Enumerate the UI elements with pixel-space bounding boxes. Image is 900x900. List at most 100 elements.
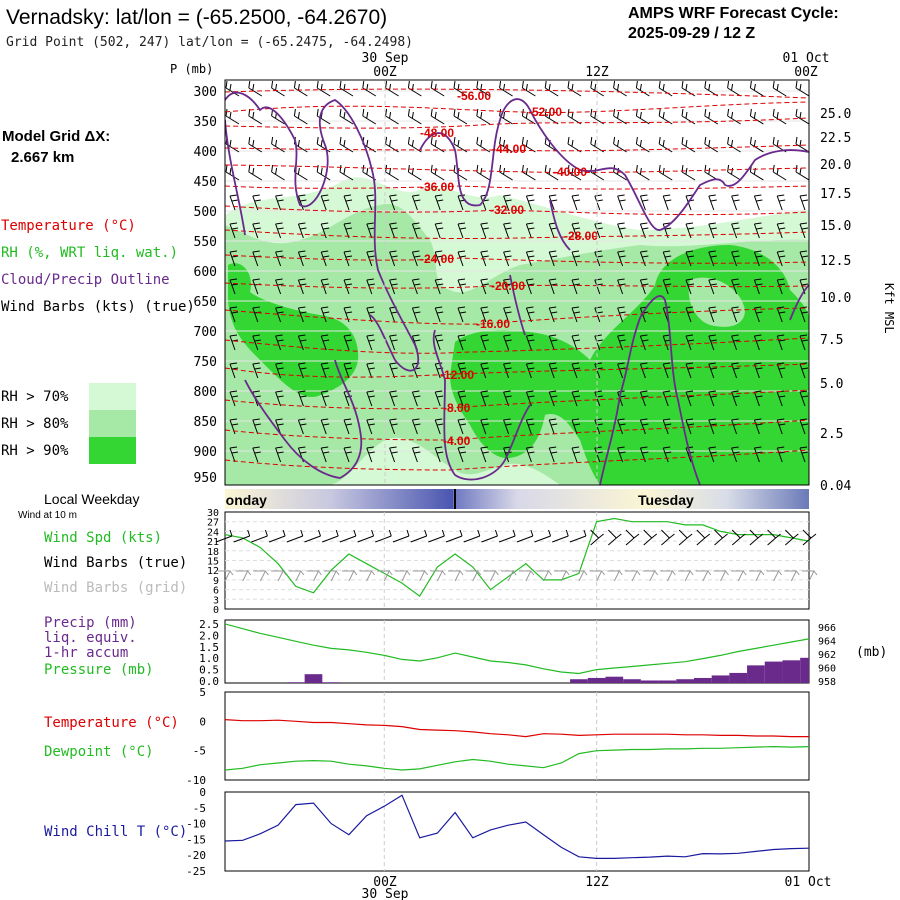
wind-barb [731,529,746,546]
xs-wind-barb [339,80,354,97]
xs-wind-barb [503,306,512,323]
weekday-bar [225,489,809,509]
precip-bar [782,660,801,683]
isotherm-label: -8.00 [443,401,471,415]
xs-wind-barb [681,108,696,125]
xs-wind-barb [772,108,787,125]
wind-barbs-true-label: Wind Barbs (true) [44,555,187,571]
xs-wind-barb [731,194,740,211]
xs-wind-barb [411,250,421,267]
xs-wind-barb [385,108,399,125]
xs-wind-barb [571,278,581,295]
wind-speed-line [225,517,809,597]
isotherm-label: -36.00 [420,180,454,194]
xs-wind-barb [776,306,786,323]
xs-wind-barb [776,446,786,463]
xs-wind-barb [727,136,741,153]
wind-barb-grid [324,570,340,582]
cloud-outline [225,91,809,485]
precip-bar [747,665,765,683]
xs-wind-barb [411,446,421,463]
precip-panel: 2.52.01.51.00.50.0 966 964 962 960 958 [199,618,836,688]
xs-wind-barb [658,80,673,97]
height-tick: 12.5 [820,254,851,269]
pressure-tick: 966 [818,623,836,634]
pressure-tick: 900 [194,445,217,460]
model-grid-value: 2.667 km [11,149,74,166]
wind-barb [696,529,711,546]
xs-wind-barb [548,390,558,407]
precip-bar [693,677,712,683]
xs-wind-barb [252,334,261,351]
wind-barb-grid [465,570,482,582]
xs-wind-barb [229,306,239,323]
isotherm-label: -56.00 [457,89,491,103]
xs-wind-barb [639,390,649,407]
wind-barb-grid [607,570,623,582]
xs-wind-barb [229,194,239,211]
temperature-tick: -10 [186,774,206,787]
xs-wind-barb [434,418,444,435]
pressure-tick: 600 [194,265,217,280]
xs-wind-barb [753,250,763,267]
pressure-tick: 962 [818,650,836,661]
xs-wind-barb [366,418,375,435]
xs-wind-barb [316,80,331,97]
xs-wind-barb [544,164,559,181]
wind-barb [268,529,286,543]
xs-wind-barb [297,306,307,323]
temperature-line [225,719,809,738]
xs-wind-barb [457,222,467,239]
xs-wind-barb [293,108,308,125]
xs-wind-barb [776,250,786,267]
wind-barb [215,529,233,543]
wind-barb-grid [554,570,570,582]
xs-wind-barb [271,136,285,153]
wind-barb-grid [218,570,234,582]
rh80-swatch [89,410,136,437]
dewpoint-line [225,745,809,771]
xs-wind-barb [225,80,240,97]
xs-wind-barb [407,108,422,125]
xs-wind-barb [731,278,740,295]
xs-wind-barb [503,390,512,407]
wind-10m-label: Wind at 10 m [18,510,77,521]
wind-barb [534,529,552,543]
xs-wind-barb [480,222,489,239]
rh80-label: RH > 80% [1,416,69,432]
xs-wind-barb [480,306,489,323]
wind-barb-grid [341,570,358,582]
wind-barb-grid [359,570,375,582]
xs-wind-barb [548,278,558,295]
bottom-hour-label: 00Z [373,875,397,890]
xs-wind-barb [457,418,467,435]
wind-barb [643,529,658,546]
xs-wind-barb [571,250,581,267]
legend-temperature: Temperature (°C) [1,218,136,234]
xs-wind-barb [799,222,809,239]
pressure-tick: 500 [194,205,217,220]
pressure-label: Pressure (mb) [44,662,154,678]
wind-barb [569,529,587,543]
wind-barb-grid [448,570,464,582]
xs-wind-barb [434,306,444,323]
xs-wind-barb [776,278,786,295]
xs-wind-barb [503,194,512,211]
wind-tick: 3 [213,595,219,606]
xs-wind-barb [772,80,787,97]
xs-wind-barb [297,362,307,379]
xs-wind-barb [457,334,467,351]
xs-wind-barb [776,194,786,211]
wind-barb-grid [695,570,712,582]
pressure-axis-label: P (mb) [170,62,213,76]
temperature-panel: 5 0 -5 -10 [186,686,810,787]
xs-wind-barb [252,362,261,379]
xs-wind-barb [681,80,696,97]
xs-wind-barb [708,222,717,239]
wind-barb-grid [483,570,499,582]
isotherm-label: -44.00 [492,142,526,156]
wind-chill-tick: -25 [186,865,206,878]
xs-wind-barb [525,390,535,407]
xs-wind-barb [503,334,512,351]
height-tick: 20.0 [820,158,851,173]
